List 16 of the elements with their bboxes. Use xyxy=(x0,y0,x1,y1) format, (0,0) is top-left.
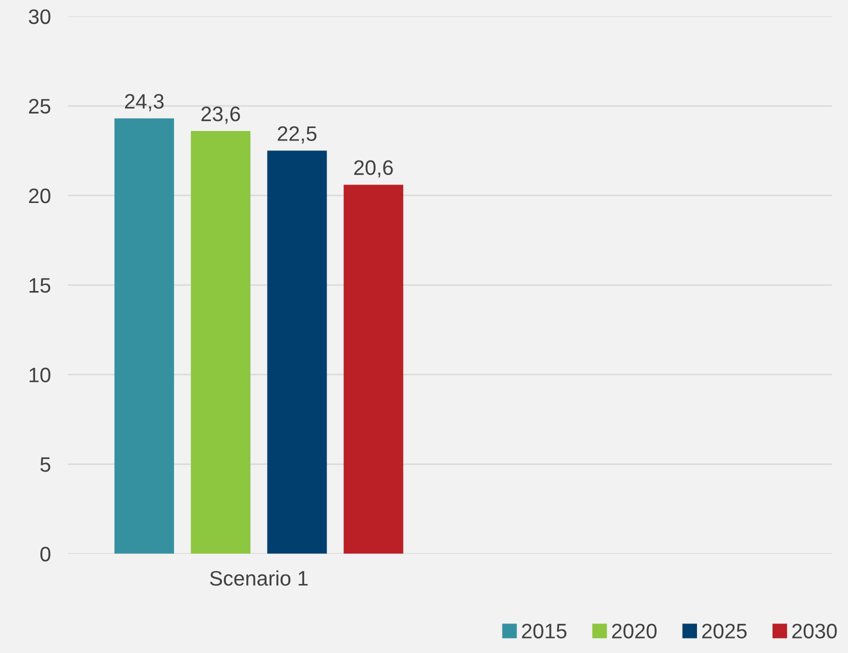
data-label: 23,6 xyxy=(201,106,240,124)
y-tick-label: 10 xyxy=(30,368,50,382)
y-tick-label: 20 xyxy=(29,188,50,204)
legend-label: 2020 xyxy=(612,624,657,638)
y-tick-label: 25 xyxy=(29,98,50,114)
y-tick-label: 5 xyxy=(40,457,50,472)
legend-label: 2030 xyxy=(792,624,837,638)
x-tick-label: Scenario 1 xyxy=(210,570,308,586)
legend-label: 2015 xyxy=(522,624,566,638)
data-label: 20,6 xyxy=(354,160,393,178)
legend-label: 2025 xyxy=(702,624,747,638)
data-label: 24,3 xyxy=(125,94,164,112)
data-label: 22,5 xyxy=(278,126,316,144)
y-tick-label: 0 xyxy=(40,546,50,562)
y-tick-label: 30 xyxy=(28,9,50,24)
y-tick-label: 15 xyxy=(30,278,50,293)
